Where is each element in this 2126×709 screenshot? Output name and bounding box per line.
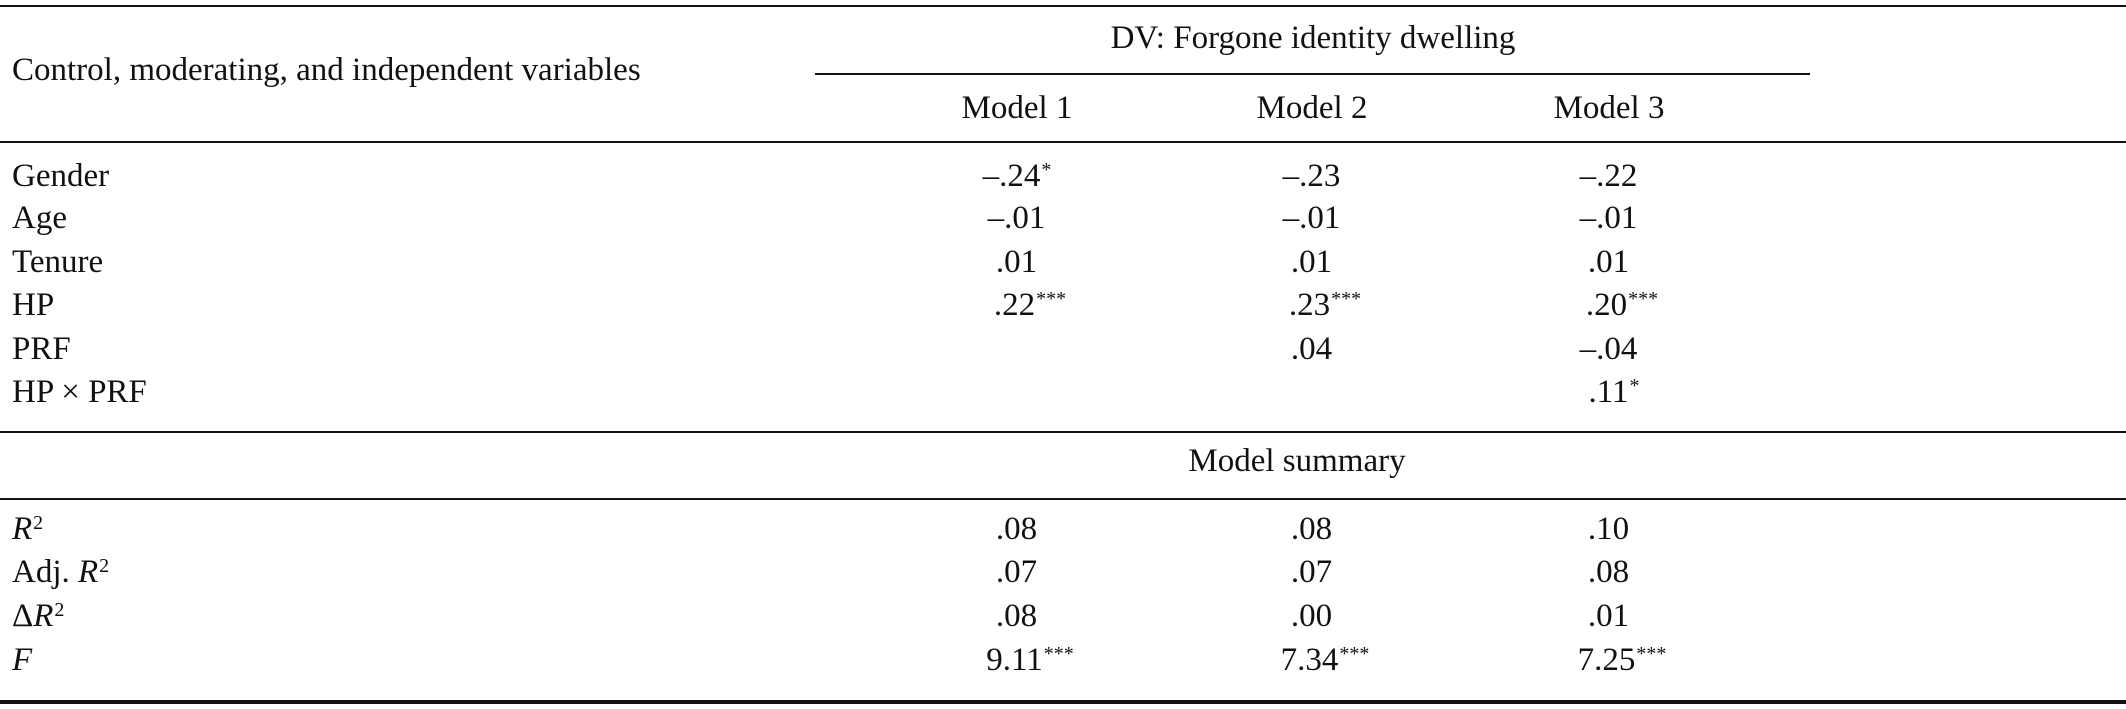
table-cell: .10: [1587, 511, 1630, 547]
table-cell: –.01: [1282, 200, 1341, 236]
summary-rule: [0, 498, 2126, 500]
table-cell: .01: [1290, 244, 1333, 280]
table-cell: .20***: [1585, 287, 1659, 323]
table-cell: [1312, 372, 1313, 412]
header-rule: [0, 141, 2126, 143]
table-cell: .23***: [1288, 287, 1362, 323]
summary-label-f: F: [12, 642, 33, 678]
table-cell: –.01: [987, 200, 1046, 236]
table-cell: .22***: [993, 287, 1067, 323]
row-label-hp-x-prf: HP × PRF: [12, 374, 147, 410]
top-rule: [0, 5, 2126, 7]
table-cell: [1017, 372, 1018, 412]
table-cell: .00: [1290, 598, 1333, 634]
row-label-hp: HP: [12, 287, 55, 323]
bottom-rule: [0, 700, 2126, 704]
table-cell: –.01: [1579, 200, 1638, 236]
table-cell: –.22: [1579, 158, 1638, 194]
dv-underline: [815, 73, 1810, 75]
table-cell: 9.11***: [986, 642, 1074, 678]
summary-label-delta-r2: ΔR2: [12, 598, 65, 634]
table-cell: 7.25***: [1577, 642, 1667, 678]
table-cell: .04: [1290, 331, 1333, 367]
table-cell: .01: [995, 244, 1038, 280]
model-2-header: Model 2: [1256, 90, 1368, 126]
row-label-gender: Gender: [12, 158, 110, 194]
row-label-prf: PRF: [12, 331, 71, 367]
table-cell: –.04: [1579, 331, 1638, 367]
model-3-header: Model 3: [1553, 90, 1665, 126]
table-cell: .07: [1290, 554, 1333, 590]
section-rule: [0, 431, 2126, 433]
dv-header: DV: Forgone identity dwelling: [1110, 20, 1516, 56]
model-1-header: Model 1: [961, 90, 1073, 126]
table-cell: .01: [1587, 244, 1630, 280]
stub-header: Control, moderating, and independent var…: [12, 52, 641, 88]
table-cell: –.24*: [982, 158, 1052, 194]
table-cell: .07: [995, 554, 1038, 590]
table-cell: .08: [1587, 554, 1630, 590]
table-cell: .11*: [1588, 374, 1640, 410]
summary-header: Model summary: [1188, 443, 1406, 479]
table-cell: 7.34***: [1280, 642, 1370, 678]
table-cell: .08: [1290, 511, 1333, 547]
table-cell: [1017, 329, 1018, 369]
table-cell: .01: [1587, 598, 1630, 634]
table-cell: –.23: [1282, 158, 1341, 194]
row-label-tenure: Tenure: [12, 244, 104, 280]
summary-label-r2: R2: [12, 511, 44, 547]
row-label-age: Age: [12, 200, 67, 236]
table-cell: .08: [995, 511, 1038, 547]
summary-label-adj-r2: Adj. R2: [12, 554, 110, 590]
table-cell: .08: [995, 598, 1038, 634]
